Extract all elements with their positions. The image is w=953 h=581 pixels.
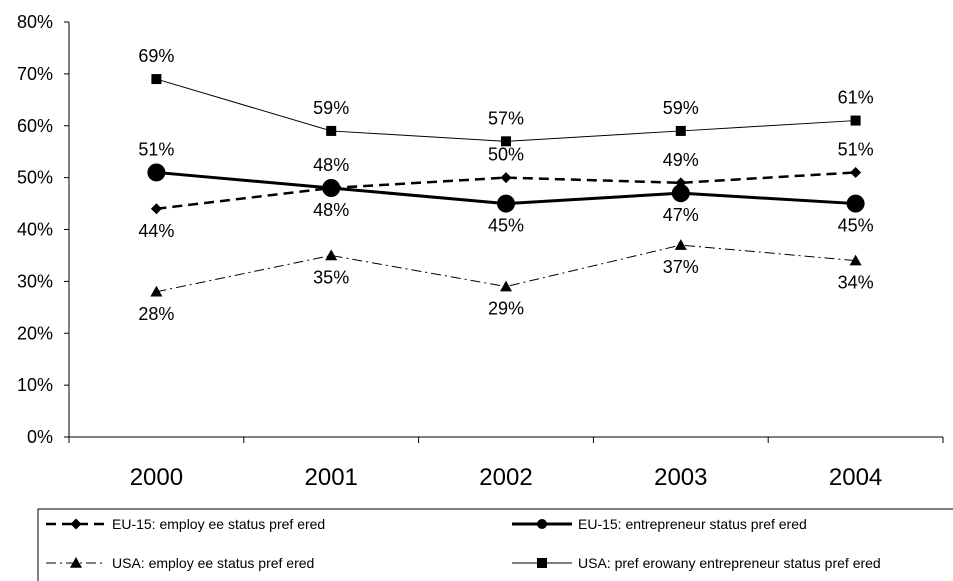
x-tick-label: 2004	[829, 464, 882, 491]
data-label: 69%	[138, 46, 174, 66]
circle-marker	[537, 519, 547, 529]
series-2	[150, 239, 862, 297]
circle-marker	[497, 194, 515, 213]
triangle-marker	[849, 254, 862, 266]
square-marker	[501, 136, 511, 147]
circle-marker	[671, 184, 690, 203]
y-tick-label: 60%	[17, 116, 53, 136]
legend-label: USA: pref erowany entrepreneur status pr…	[578, 555, 881, 571]
square-marker	[675, 125, 686, 136]
x-tick-label: 2001	[305, 464, 358, 491]
circle-marker	[147, 163, 166, 182]
circle-marker	[846, 194, 865, 213]
y-tick-label: 30%	[17, 271, 53, 291]
square-marker	[537, 558, 547, 568]
legend-entry: EU-15: entrepreneur status pref ered	[512, 516, 807, 532]
series-line	[156, 171, 856, 210]
x-tick-label: 2000	[130, 464, 183, 491]
triangle-marker	[150, 285, 163, 297]
legend-frame	[37, 508, 953, 581]
y-tick-label: 50%	[17, 168, 53, 188]
data-label: 59%	[313, 98, 349, 118]
diamond-marker	[500, 172, 512, 184]
data-label: 29%	[488, 299, 524, 319]
legend-entry: USA: employ ee status pref ered	[46, 555, 314, 571]
series-line	[156, 244, 856, 293]
diamond-marker	[70, 518, 82, 530]
series-3	[151, 74, 861, 147]
y-tick-label: 80%	[17, 12, 53, 32]
triangle-marker	[325, 249, 338, 261]
legend-entry: USA: pref erowany entrepreneur status pr…	[512, 555, 881, 571]
data-label: 50%	[488, 145, 524, 165]
data-label: 47%	[663, 205, 699, 225]
axes	[64, 21, 944, 443]
triangle-marker	[500, 280, 512, 292]
triangle-marker	[70, 557, 82, 568]
data-label: 45%	[488, 216, 524, 236]
data-label: 34%	[838, 273, 874, 293]
data-label: 48%	[313, 200, 349, 220]
y-tick-label: 70%	[17, 64, 53, 84]
data-label: 61%	[838, 88, 874, 108]
diamond-marker	[150, 203, 162, 215]
series-1	[147, 163, 865, 213]
data-labels: 44% 48% 50% 49% 51% 51% 48% 45% 47% 45% 28% 35% 29% 3…	[138, 46, 873, 324]
legend-entry: EU-15: employ ee status pref ered	[46, 516, 325, 532]
data-label: 49%	[663, 150, 699, 170]
y-tick-label: 0%	[27, 427, 53, 447]
series-lines	[147, 74, 865, 297]
data-label: 28%	[138, 304, 174, 324]
data-label: 57%	[488, 108, 524, 128]
x-tick-labels: 2000 2001 2002 2003 2004	[130, 464, 883, 491]
legend-label: EU-15: employ ee status pref ered	[112, 516, 325, 532]
x-tick-label: 2002	[479, 464, 532, 491]
y-tick-label: 10%	[17, 375, 53, 395]
square-marker	[850, 115, 861, 126]
data-label: 45%	[838, 216, 874, 236]
data-label: 48%	[313, 155, 349, 175]
data-label: 35%	[313, 267, 349, 287]
y-tick-labels: 0% 10% 20% 30% 40% 50% 60% 70% 80%	[17, 12, 53, 447]
data-label: 44%	[138, 221, 174, 241]
legend: EU-15: employ ee status pref ered EU-15: …	[37, 508, 953, 581]
circle-marker	[322, 179, 341, 197]
data-label: 51%	[838, 139, 874, 159]
data-label: 37%	[663, 257, 699, 277]
legend-label: USA: employ ee status pref ered	[112, 555, 314, 571]
square-marker	[326, 125, 337, 136]
x-tick-label: 2003	[654, 464, 707, 491]
triangle-marker	[674, 239, 687, 250]
legend-label: EU-15: entrepreneur status pref ered	[578, 516, 807, 532]
data-label: 51%	[138, 139, 174, 159]
y-tick-label: 20%	[17, 323, 53, 343]
y-tick-label: 40%	[17, 220, 53, 240]
data-label: 59%	[663, 98, 699, 118]
square-marker	[151, 74, 162, 85]
diamond-marker	[850, 166, 862, 178]
